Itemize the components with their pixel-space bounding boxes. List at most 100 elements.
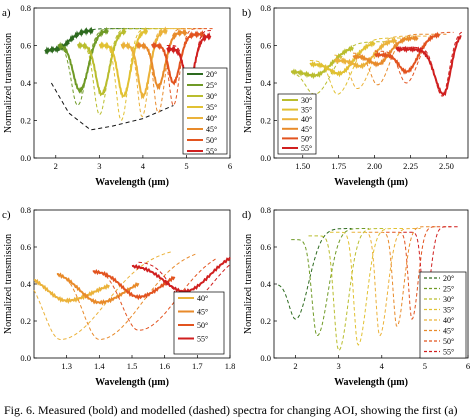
x-tick-label: 1.6	[159, 361, 170, 371]
x-tick-label: 1.7	[192, 361, 203, 371]
legend-box	[182, 67, 228, 155]
legend: 20°25°30°35°40°45°50°55°	[182, 67, 228, 156]
series-55-modelled-line	[403, 226, 460, 308]
series-50-modelled-line	[105, 257, 218, 331]
legend-label: 20°	[206, 70, 217, 79]
y-tick-label: 0.8	[20, 205, 31, 215]
y-axis-label: Normalized transmission	[243, 33, 254, 133]
legend-label: 40°	[443, 316, 454, 325]
series-35-modelled-line	[309, 37, 411, 95]
x-tick-label: 4	[141, 161, 146, 171]
series-45-measured-line	[352, 34, 419, 68]
legend-label: 35°	[301, 106, 312, 115]
x-tick-label: 2	[54, 161, 58, 171]
x-tick-label: 5	[423, 361, 427, 371]
legend-label: 40°	[206, 114, 217, 123]
x-tick-label: 5	[184, 161, 188, 171]
y-tick-label: 0.6	[20, 41, 31, 51]
legend-label: 25°	[443, 285, 454, 294]
y-tick-label: 0.0	[260, 153, 271, 163]
y-tick-label: 0.2	[20, 116, 31, 126]
x-tick-label: 2	[293, 361, 297, 371]
panel-label: c)	[2, 209, 11, 221]
y-tick-label: 0.4	[260, 279, 271, 289]
legend-label: 35°	[443, 306, 454, 315]
x-tick-label: 6	[228, 161, 232, 171]
series-55-modelled-line	[396, 30, 464, 97]
series-45-modelled-line	[368, 226, 438, 327]
legend-label: 20°	[443, 274, 454, 283]
x-tick-label: 1.3	[61, 361, 72, 371]
series-55-measured-line	[395, 34, 462, 97]
x-tick-label: 1.75	[331, 161, 346, 171]
y-tick-label: 0.4	[20, 279, 31, 289]
series-20-measured-line	[44, 26, 94, 55]
series-45-measured-line	[135, 28, 188, 91]
panel-a: 0.0 0.2 0.4 0.6 0.8 2 3 4 5 6 Wavelength (µm) Norma…	[2, 3, 232, 188]
panel-c: 0.0 0.2 0.4 0.6 0.8 1.3 1.4 1.5 1.6 1.7 1.8 Wavelen…	[2, 205, 235, 388]
legend-label: 25°	[206, 81, 217, 90]
y-tick-label: 0.8	[20, 3, 31, 13]
y-tick-label: 0.4	[260, 78, 271, 88]
x-tick-label: 1.4	[94, 361, 105, 371]
series-45-measured-line	[56, 272, 140, 306]
x-tick-label: 1.50	[295, 161, 310, 171]
legend-label: 50°	[206, 136, 217, 145]
legend-box	[277, 93, 317, 155]
legend-label: 50°	[301, 134, 312, 143]
y-tick-label: 0.6	[260, 242, 271, 252]
y-tick-label: 0.2	[260, 316, 271, 326]
figure-caption: Fig. 6. Measured (bold) and modelled (da…	[4, 403, 458, 417]
legend-label: 45°	[197, 308, 208, 317]
legend-label: 30°	[206, 92, 217, 101]
legend-label: 40°	[197, 294, 208, 303]
legend-label: 40°	[301, 115, 312, 124]
y-tick-label: 0.8	[260, 3, 271, 13]
series-50-modelled-line	[374, 31, 454, 84]
x-axis-label: Wavelength (µm)	[95, 377, 169, 388]
series-50-modelled-line	[386, 226, 451, 321]
legend-box	[419, 271, 467, 359]
legend-label: 55°	[197, 335, 208, 344]
series-40-modelled-line	[351, 228, 421, 337]
legend-label: 30°	[301, 96, 312, 105]
legend-label: 50°	[443, 337, 454, 346]
legend: 30°35°40°45°50°55°	[277, 93, 317, 155]
x-tick-label: 2.25	[403, 161, 418, 171]
x-tick-label: 3	[97, 161, 101, 171]
series-30-measured-line	[76, 27, 127, 97]
series-35-measured-line	[98, 26, 149, 99]
panel-d: 0.0 0.2 0.4 0.6 0.8 2 3 4 5 6 Wavelength (µm) Norma…	[242, 205, 470, 388]
y-tick-label: 0.4	[20, 78, 31, 88]
legend-label: 55°	[301, 144, 312, 153]
y-tick-label: 0.2	[260, 116, 271, 126]
panel-label: a)	[2, 7, 11, 19]
series-30-modelled-line	[308, 228, 387, 352]
x-axis-label: Wavelength (µm)	[95, 177, 169, 188]
legend: 40° 45° 50° 55°	[173, 291, 225, 355]
series-40-modelled-line	[334, 35, 433, 89]
legend-label: 30°	[443, 295, 454, 304]
y-axis-label: Normalized transmission	[3, 234, 14, 334]
legend-label: 50°	[197, 321, 208, 330]
x-tick-label: 2.50	[439, 161, 454, 171]
x-tick-label: 4	[380, 361, 385, 371]
y-axis-label: Normalized transmission	[243, 234, 254, 334]
series-25-measured-line	[57, 26, 109, 95]
x-axis-label: Wavelength (µm)	[334, 377, 408, 388]
x-axis-label: Wavelength (µm)	[334, 177, 408, 188]
legend: 20° 25°30° 35°40° 45°50° 55°	[419, 271, 467, 359]
series-40-measured-line	[333, 37, 397, 70]
x-tick-label: 1.5	[127, 361, 138, 371]
series-40-modelled-line	[33, 251, 172, 341]
series-50-measured-line	[151, 30, 205, 86]
series-30-modelled-line	[77, 28, 169, 116]
y-tick-label: 0.6	[260, 41, 271, 51]
legend-label: 55°	[443, 348, 454, 357]
series-50-measured-line	[92, 268, 176, 301]
legend-label: 55°	[206, 147, 217, 156]
x-tick-label: 3	[337, 361, 341, 371]
y-tick-label: 0.0	[20, 353, 31, 363]
panel-b: 0.0 0.2 0.4 0.6 0.8 1.50 1.75 2.00 2.25 2.50 Wavel…	[242, 3, 469, 188]
legend-label: 45°	[443, 327, 454, 336]
